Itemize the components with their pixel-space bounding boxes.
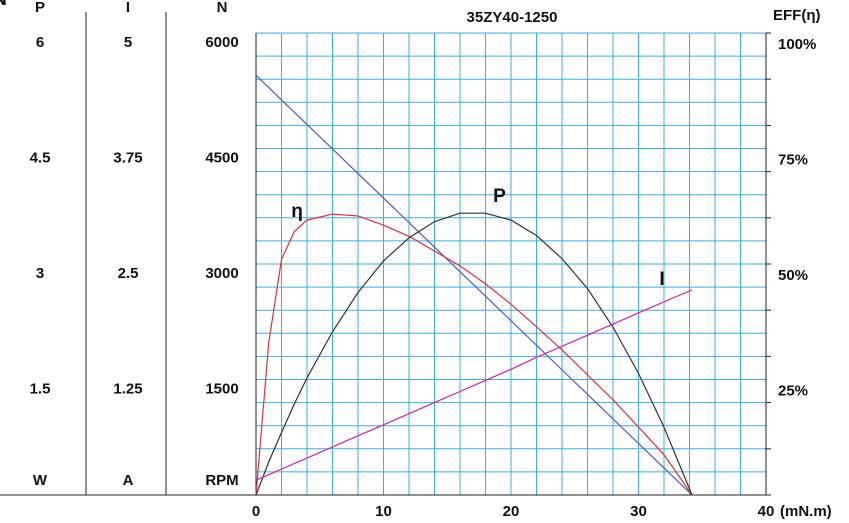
x-tick-label: 10 — [375, 503, 392, 520]
x-tick-label: 30 — [630, 503, 647, 520]
y-tick-label: 6 — [36, 34, 44, 51]
axis-unit: RPM — [205, 472, 238, 489]
chart-title: 35ZY40-1250 — [467, 9, 558, 26]
series-line — [255, 213, 693, 496]
y-tick-label: 3 — [36, 265, 44, 282]
x-tick-label: 40 — [758, 503, 775, 520]
x-tick-label: 0 — [252, 503, 260, 520]
y2-tick-label: 25% — [778, 382, 808, 399]
y2-tick-label: 75% — [778, 151, 808, 168]
y-tick-label: 3.75 — [113, 149, 142, 166]
series-line — [255, 74, 693, 496]
series-label: η — [291, 201, 303, 222]
axis-unit: W — [33, 472, 48, 489]
y-tick-label: 1.5 — [30, 380, 51, 397]
x-axis-label: (mN.m) — [780, 503, 832, 520]
series-label: P — [493, 186, 506, 207]
series-line — [255, 289, 693, 481]
axis-title: I — [126, 0, 130, 16]
y-tick-label: 4500 — [205, 149, 238, 166]
y2-tick-label: 100% — [778, 36, 816, 53]
y-tick-label: 3000 — [205, 265, 238, 282]
y-tick-label: 5 — [124, 34, 132, 51]
series-label: I — [659, 269, 664, 290]
y-tick-label: 4.5 — [30, 149, 51, 166]
y-tick-label: 2.5 — [118, 265, 139, 282]
series-label: N — [0, 0, 7, 10]
y-tick-label: 6000 — [205, 34, 238, 51]
y2-axis-title: EFF(η) — [773, 7, 820, 24]
y-tick-label: 1500 — [205, 380, 238, 397]
axis-title: P — [35, 0, 45, 16]
y-tick-label: 1.25 — [113, 380, 142, 397]
x-tick-label: 20 — [503, 503, 520, 520]
series-line — [255, 212, 693, 496]
y2-tick-label: 50% — [778, 267, 808, 284]
axis-unit: A — [123, 472, 134, 489]
axis-title: N — [217, 0, 228, 16]
